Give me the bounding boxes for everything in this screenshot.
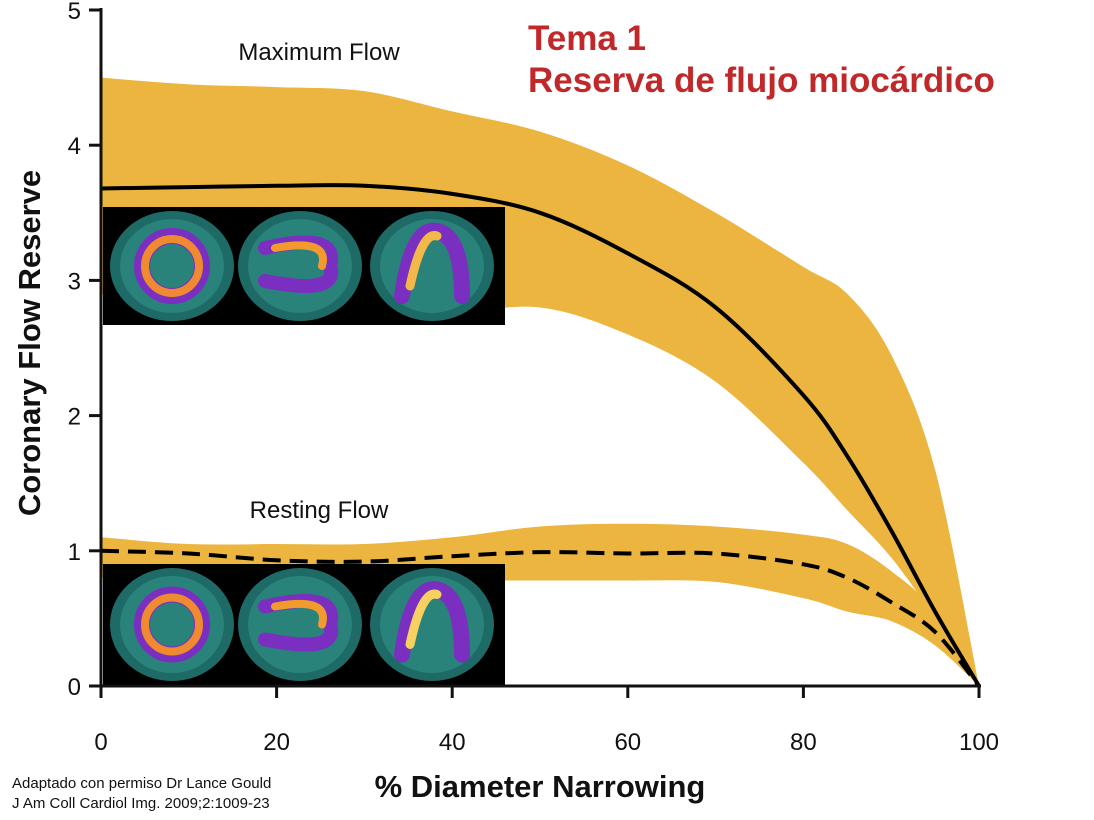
axes: 0 1 2 3 4 5 0 20 40 60 80 100 % Diameter Narrowing Co…	[12, 0, 999, 804]
pet-scan-stress-2	[238, 211, 362, 321]
resting-flow-label: Resting Flow	[250, 497, 389, 524]
maximum-flow-line	[100, 183, 981, 688]
pet-scan-stress-1	[110, 211, 234, 321]
x-tick-label: 100	[959, 729, 999, 756]
citation-line-2: J Am Coll Cardiol Img. 2009;2:1009-23	[12, 795, 270, 812]
x-tick-label: 40	[439, 729, 466, 756]
pet-scan-rest-3	[370, 568, 494, 681]
pet-scan-rest-1	[110, 568, 234, 681]
y-tick-label: 3	[68, 268, 81, 295]
pet-scan-stress-3	[370, 211, 494, 321]
pet-scan-rest-2	[238, 568, 362, 681]
series-lines	[100, 183, 981, 688]
y-tick-label: 0	[68, 674, 81, 701]
y-tick-label: 5	[68, 0, 81, 25]
citation: Adaptado con permiso Dr Lance Gould J Am…	[12, 774, 271, 814]
resting-flow-line	[100, 548, 981, 688]
y-axis-title: Coronary Flow Reserve	[12, 170, 47, 516]
x-tick-label: 80	[790, 729, 817, 756]
pet-scan-images	[103, 207, 505, 685]
slide-title: Tema 1 Reserva de flujo miocárdico	[528, 18, 995, 102]
x-axis-title: % Diameter Narrowing	[375, 769, 706, 804]
x-tick-label: 20	[263, 729, 290, 756]
series-labels: Maximum Flow Resting Flow	[238, 39, 400, 524]
maximum-flow-label: Maximum Flow	[238, 39, 400, 66]
y-tick-label: 1	[68, 539, 81, 566]
y-tick-label: 2	[68, 404, 81, 431]
y-tick-label: 4	[68, 133, 81, 160]
citation-line-1: Adaptado con permiso Dr Lance Gould	[12, 775, 272, 792]
x-tick-label: 60	[614, 729, 641, 756]
x-tick-label: 0	[94, 729, 107, 756]
slide-title-line-2: Reserva de flujo miocárdico	[528, 61, 995, 100]
slide-title-line-1: Tema 1	[528, 19, 647, 58]
